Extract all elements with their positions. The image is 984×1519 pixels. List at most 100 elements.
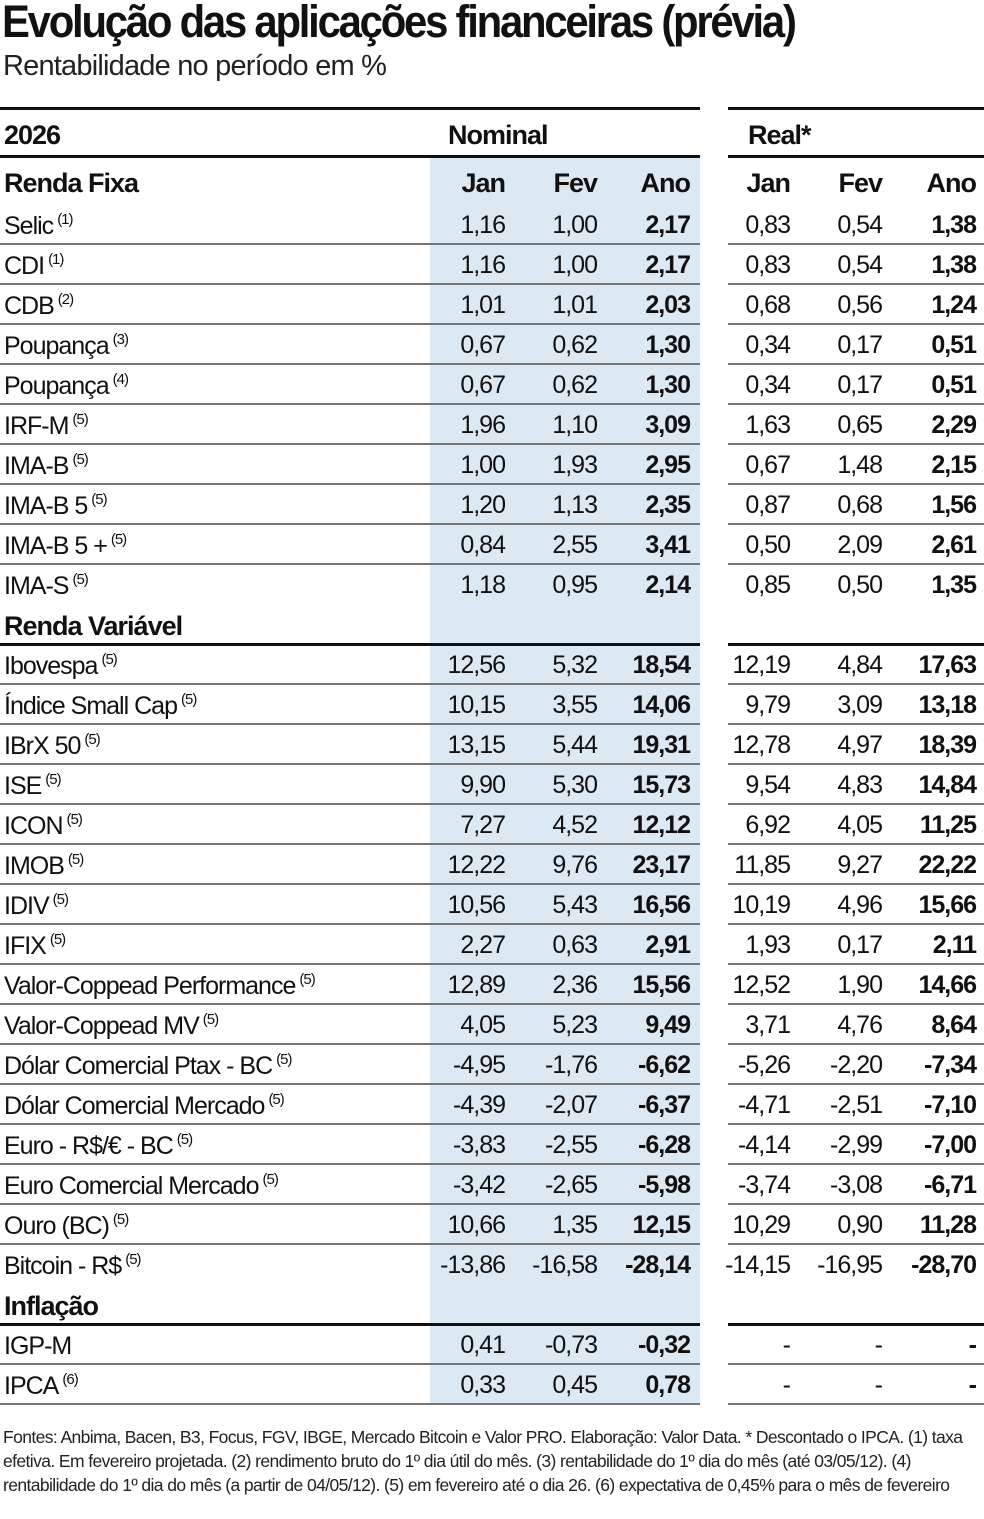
- nominal-fev: 5,43: [552, 891, 598, 919]
- nominal-ano: 2,91: [645, 931, 691, 959]
- table-row: CDB (2) 1,01 0,68 1,01 0,56 2,03 1,24: [0, 285, 984, 325]
- note-ref: (5): [176, 1131, 193, 1148]
- row-divider: [728, 403, 984, 405]
- row-divider: [728, 283, 984, 285]
- table-row: Ouro (BC) (5) 10,66 10,29 1,35 0,90 12,15 11,28: [0, 1205, 984, 1245]
- note-ref: (1): [48, 251, 64, 268]
- row-divider: [728, 1243, 984, 1245]
- header-rule-nominal: [0, 155, 700, 158]
- table-row: Valor-Coppead MV (5) 4,05 3,71 5,23 4,76 9,49 8…: [0, 1005, 984, 1045]
- row-divider: [728, 923, 984, 925]
- nominal-jan: -4,95: [453, 1051, 506, 1079]
- nominal-jan: 9,90: [460, 771, 506, 799]
- table-row: IRF-M (5) 1,96 1,63 1,10 0,65 3,09 2,29: [0, 405, 984, 445]
- row-divider: [0, 403, 700, 405]
- nominal-fev: 1,01: [552, 291, 598, 319]
- nominal-fev: -1,76: [545, 1051, 598, 1079]
- real-fev: 4,76: [837, 1011, 883, 1039]
- real-ano: 22,22: [918, 851, 977, 879]
- real-ano: -7,34: [924, 1051, 977, 1079]
- row-label: Bitcoin - R$ (5): [4, 1251, 142, 1281]
- table-row: IGP-M 0,41 - -0,73 - -0,32 -: [0, 1325, 984, 1365]
- table-row: IPCA (6) 0,33 - 0,45 - 0,78 -: [0, 1365, 984, 1405]
- instrument-name: IMA-B: [4, 452, 69, 480]
- nominal-fev: 5,30: [552, 771, 598, 799]
- real-jan: 1,93: [745, 931, 791, 959]
- instrument-name: Poupança: [4, 372, 110, 400]
- instrument-name: Ouro (BC): [4, 1212, 110, 1240]
- nominal-jan: 12,22: [447, 851, 506, 879]
- real-ano: -: [968, 1371, 977, 1399]
- nominal-jan: 0,33: [460, 1371, 506, 1399]
- col-header-real: Jan: [746, 168, 791, 198]
- row-divider: [728, 843, 984, 845]
- nominal-ano: 2,17: [645, 211, 691, 239]
- row-divider: [0, 803, 700, 805]
- table-row: IMA-B 5 + (5) 0,84 0,50 2,55 2,09 3,41 2,61: [0, 525, 984, 565]
- table-row: Bitcoin - R$ (5) -13,86 -14,15 -16,58 -16,95-…: [0, 1245, 984, 1285]
- row-divider: [0, 1203, 700, 1205]
- real-fev: 0,68: [837, 491, 883, 519]
- row-divider: [0, 1163, 700, 1165]
- nominal-ano: 1,30: [645, 371, 691, 399]
- real-ano: 14,84: [918, 771, 977, 799]
- row-divider: [0, 1083, 700, 1085]
- note-ref: (5): [299, 971, 315, 988]
- instrument-name: Dólar Comercial Ptax - BC: [4, 1052, 273, 1080]
- note-ref: (6): [62, 1371, 78, 1388]
- nominal-jan: 1,18: [460, 571, 506, 599]
- real-jan: 0,68: [745, 291, 791, 319]
- instrument-name: IGP-M: [4, 1332, 72, 1360]
- nominal-ano: 12,15: [632, 1211, 691, 1239]
- real-jan: 0,83: [745, 251, 791, 279]
- nominal-ano: 3,09: [645, 411, 691, 439]
- nominal-jan: 1,96: [460, 411, 506, 439]
- row-label: IRF-M (5): [4, 411, 89, 441]
- table-row: IMA-B 5 (5) 1,20 0,87 1,13 0,68 2,35 1,56: [0, 485, 984, 525]
- table-row: Poupança (3) 0,67 0,34 0,62 0,17 1,30 0,51: [0, 325, 984, 365]
- real-jan: 6,92: [745, 811, 791, 839]
- real-jan: 12,19: [732, 651, 791, 679]
- section-title: Inflação: [4, 1291, 99, 1321]
- row-divider: [0, 963, 700, 965]
- note-ref: (5): [180, 691, 197, 708]
- note-ref: (5): [101, 651, 117, 668]
- real-fev: 0,50: [837, 571, 883, 599]
- nominal-fev: 1,93: [552, 451, 598, 479]
- nominal-fev: 4,52: [552, 811, 598, 839]
- nominal-ano: 2,17: [645, 251, 691, 279]
- real-fev: 0,17: [837, 931, 883, 959]
- nominal-jan: 1,00: [460, 451, 506, 479]
- nominal-jan: 1,16: [460, 211, 506, 239]
- real-fev: -2,99: [830, 1131, 883, 1159]
- top-rule-real: [728, 107, 984, 110]
- real-jan: 0,34: [745, 331, 791, 359]
- real-jan: 9,79: [745, 691, 791, 719]
- row-label: IMA-S (5): [4, 571, 89, 601]
- real-ano: -7,00: [924, 1131, 977, 1159]
- real-header: Real*: [748, 120, 812, 150]
- real-ano: -7,10: [924, 1091, 977, 1119]
- row-divider: [728, 963, 984, 965]
- instrument-name: Poupança: [4, 332, 110, 360]
- row-label: Valor-Coppead Performance (5): [4, 971, 316, 1001]
- table-row: ICON (5) 7,27 6,92 4,52 4,05 12,12 11,25: [0, 805, 984, 845]
- real-fev: 0,90: [837, 1211, 883, 1239]
- nominal-ano: 12,12: [632, 811, 691, 839]
- nominal-jan: 1,20: [460, 491, 506, 519]
- header-rule-real: [728, 155, 984, 158]
- nominal-ano: 3,41: [645, 531, 691, 559]
- page-title: Evolução das aplicações financeiras (pré…: [2, 0, 797, 47]
- row-label: IBrX 50 (5): [4, 731, 101, 761]
- real-fev: 9,27: [837, 851, 883, 879]
- real-ano: 15,66: [918, 891, 977, 919]
- instrument-name: Euro Comercial Mercado: [4, 1172, 259, 1200]
- instrument-name: ICON: [4, 812, 63, 840]
- note-ref: (5): [67, 851, 84, 868]
- row-divider: [0, 563, 700, 565]
- real-fev: 4,84: [837, 651, 883, 679]
- note-ref: (5): [49, 931, 66, 948]
- instrument-name: IDIV: [4, 892, 50, 920]
- instrument-name: IMA-S: [4, 572, 69, 600]
- nominal-fev: 1,35: [552, 1211, 598, 1239]
